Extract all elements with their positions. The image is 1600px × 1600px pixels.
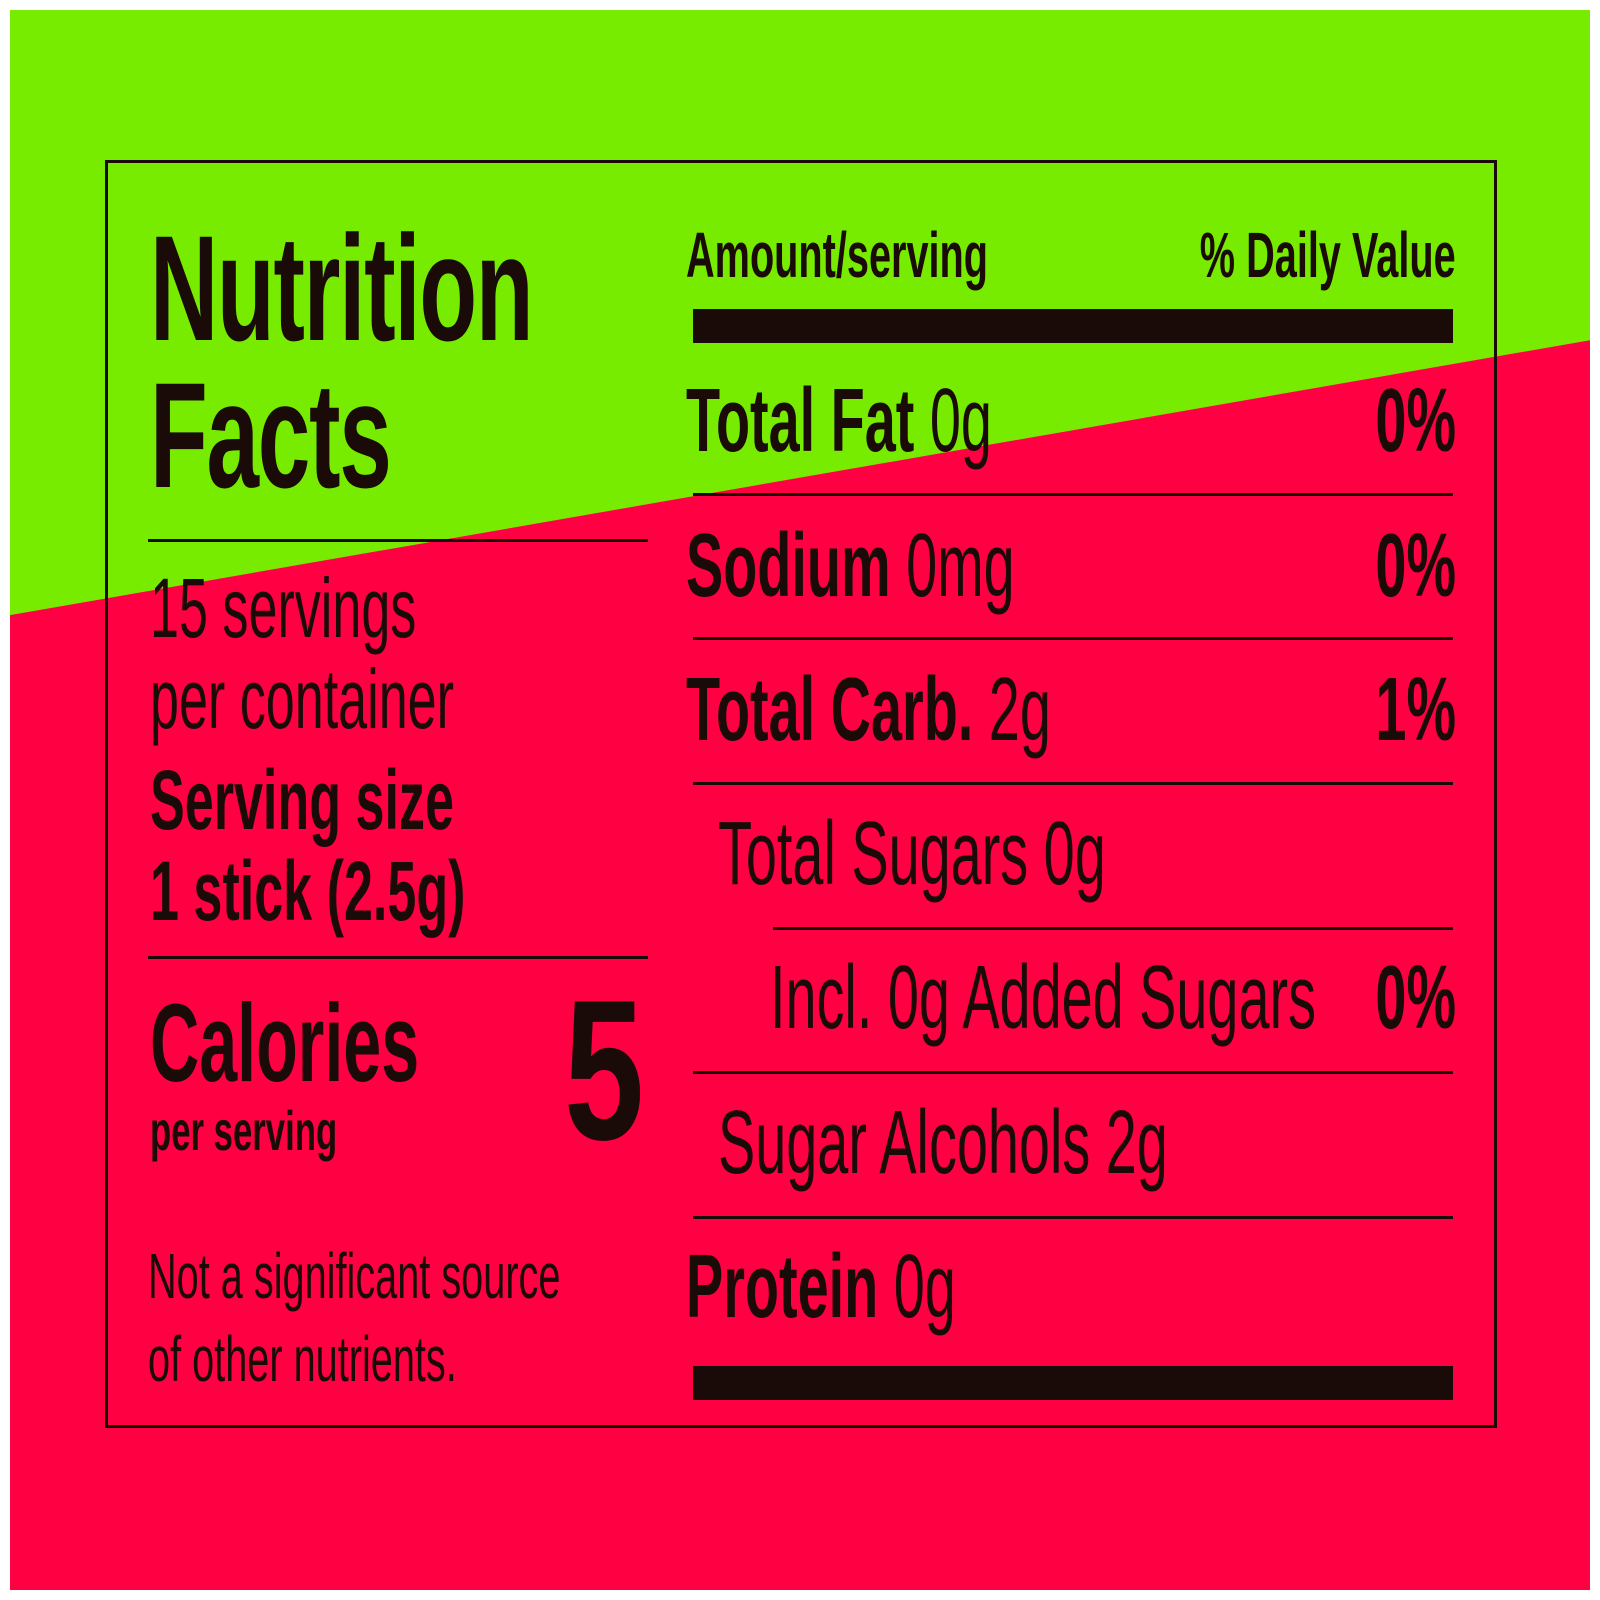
nutrient-row-protein: Protein 0g (686, 1242, 956, 1332)
nutrient-name: Total Fat (686, 371, 915, 471)
servings-line-2: per container (150, 651, 454, 746)
footer-thick-rule (693, 1366, 1453, 1400)
nutrient-amount: 2g (988, 660, 1051, 760)
nutrient-row-sodium: Sodium 0mg (686, 521, 1015, 611)
calories-sub-label: per serving (150, 1099, 338, 1162)
calories-divider (148, 956, 648, 959)
nutrient-amount: 0g (929, 371, 992, 471)
amount-per-serving-header: Amount/serving (686, 219, 989, 291)
nutrition-facts-panel: Nutrition Facts 15 servings per containe… (105, 160, 1497, 1428)
nutrient-amount: 0g (893, 1237, 956, 1337)
nutrient-divider (693, 1216, 1453, 1219)
nutrient-name: Total Carb. (686, 660, 974, 760)
servings-per-container: 15 servings per container (150, 563, 454, 744)
calories-value: 5 (564, 959, 645, 1182)
title-line-2: Facts (150, 351, 392, 519)
nutrient-row-total-carb: Total Carb. 2g (686, 665, 1051, 755)
nutrient-dv-added-sugars: 0% (1375, 948, 1456, 1048)
daily-value-header: % Daily Value (1200, 219, 1456, 291)
header-thick-rule (693, 309, 1453, 343)
nutrient-dv-total-carb: 1% (1375, 660, 1456, 760)
panel-title: Nutrition Facts (150, 204, 534, 519)
nutrient-name: Sodium (686, 516, 891, 616)
nutrient-divider (693, 1071, 1453, 1074)
nutrient-divider (773, 927, 1453, 930)
nutrient-row-total-fat: Total Fat 0g (686, 376, 992, 466)
nutrient-name: Protein (686, 1237, 879, 1337)
nutrient-dv-total-fat: 0% (1375, 371, 1456, 471)
nutrient-amount: 0mg (906, 516, 1015, 616)
nutrient-divider (693, 637, 1453, 640)
serving-size-value: 1 stick (2.5g) (150, 843, 466, 938)
serving-size: Serving size 1 stick (2.5g) (150, 755, 466, 936)
nutrient-divider (693, 493, 1453, 496)
nutrient-divider (693, 782, 1453, 785)
footnote: Not a significant source of other nutrie… (148, 1235, 560, 1401)
footnote-line-2: of other nutrients. (148, 1323, 457, 1396)
servings-line-1: 15 servings (150, 561, 417, 655)
serving-size-label: Serving size (150, 753, 454, 847)
footnote-line-1: Not a significant source (148, 1240, 561, 1312)
label-canvas: Nutrition Facts 15 servings per containe… (10, 10, 1590, 1590)
nutrient-dv-sodium: 0% (1375, 516, 1456, 616)
calories-label: Calories (150, 982, 420, 1105)
servings-divider (148, 539, 648, 542)
nutrient-row-total-sugars: Total Sugars 0g (718, 804, 1106, 904)
title-line-1: Nutrition (150, 204, 534, 372)
nutrient-row-sugar-alcohols: Sugar Alcohols 2g (718, 1093, 1168, 1193)
nutrient-row-added-sugars: Incl. 0g Added Sugars (770, 948, 1316, 1048)
